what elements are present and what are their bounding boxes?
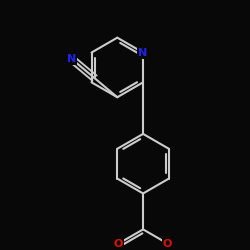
Text: O: O	[114, 238, 123, 248]
Text: N: N	[67, 54, 76, 64]
Text: N: N	[138, 48, 148, 58]
Text: O: O	[163, 238, 172, 248]
